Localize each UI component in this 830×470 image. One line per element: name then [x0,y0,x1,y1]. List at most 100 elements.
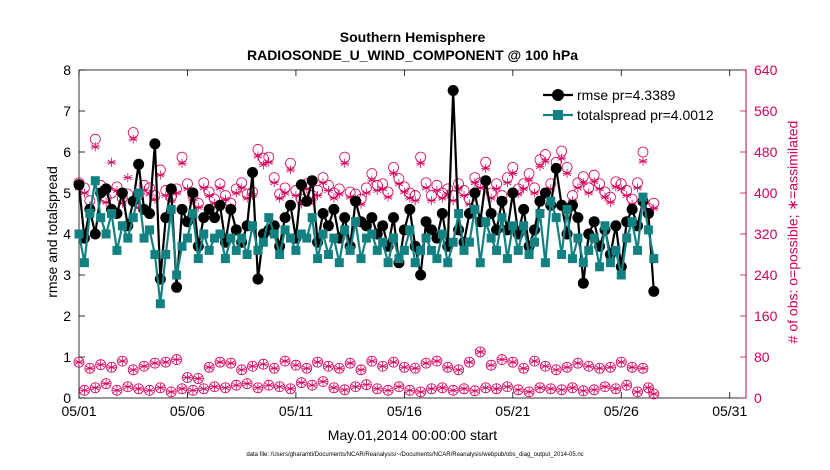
obs-possible-marker [626,361,638,373]
obs-possible-marker [192,373,204,384]
obs-assimilated-marker [128,365,138,375]
obs-assimilated-marker [280,188,290,198]
obs-assimilated-marker [177,384,187,394]
obs-possible-marker [127,364,139,376]
obs-possible-marker [247,360,258,372]
obs-assimilated-marker [237,365,247,375]
obs-assimilated-marker [361,188,371,198]
obs-assimilated-marker [378,184,388,194]
chart-title-line-1: Southern Hemisphere [339,29,486,45]
rmse-point [133,158,145,170]
obs-assimilated-marker [405,385,415,395]
obs-possible-marker [301,362,313,374]
rmse-point [377,220,389,232]
obs-assimilated-marker [172,355,182,365]
totalspread-point [519,221,529,231]
obs-assimilated-marker [622,191,632,201]
obs-assimilated-marker [611,182,621,192]
totalspread-point [459,245,469,255]
legend-totalspread-label: totalspread pr=4.0012 [577,107,714,123]
obs-assimilated-marker [616,357,626,367]
obs-assimilated-marker [318,377,328,387]
totalspread-point [128,213,138,223]
obs-possible-marker [545,383,557,395]
y-tick-label-right: 400 [754,185,778,201]
totalspread-point [421,233,431,243]
totalspread-point [432,254,442,264]
totalspread-point [323,250,333,259]
obs-assimilated-marker [280,356,290,366]
obs-assimilated-marker [177,158,187,168]
obs-assimilated-marker [530,188,540,198]
rmse-point [284,199,296,211]
totalspread-point [616,270,626,280]
obs-assimilated-marker [519,184,529,194]
rmse-point [425,224,437,236]
rmse-point [143,208,155,219]
obs-assimilated-marker [188,385,198,395]
rmse-point [116,187,128,199]
totalspread-point [405,225,415,235]
obs-assimilated-marker [144,385,154,395]
y-tick-label-left: 2 [63,308,71,324]
totalspread-point [193,254,203,264]
data-file-footnote: data file: /Users/gharamti/Documents/NCA… [246,452,584,458]
obs-assimilated-marker [139,361,149,371]
totalspread-point [481,217,491,227]
rmse-point [415,269,427,281]
obs-possible-marker [594,362,605,374]
rmse-point [534,195,546,207]
obs-possible-marker [637,146,649,158]
totalspread-point [508,221,518,231]
obs-possible-marker [469,385,481,397]
obs-assimilated-marker [481,163,491,173]
x-tick-label: 05/26 [604,403,639,419]
obs-assimilated-marker [345,358,355,368]
rmse-point [610,220,622,232]
obs-assimilated-marker [492,184,502,194]
obs-assimilated-marker [432,185,442,195]
totalspread-point [535,209,545,218]
totalspread-point [123,233,133,243]
obs-possible-marker [583,360,595,372]
obs-assimilated-marker [595,184,605,194]
totalspread-point [416,245,426,255]
obs-assimilated-marker [117,356,127,366]
obs-possible-marker [355,364,367,376]
obs-assimilated-marker [367,175,377,185]
totalspread-point [627,217,637,227]
totalspread-point [280,225,290,235]
totalspread-point [258,237,268,247]
obs-assimilated-marker [524,175,534,185]
obs-assimilated-marker [253,383,263,393]
obs-assimilated-marker [513,385,523,395]
x-tick-label: 05/11 [279,403,313,419]
obs-assimilated-marker [600,382,610,392]
obs-possible-marker [111,384,123,396]
obs-assimilated-marker [540,361,550,371]
obs-assimilated-marker [627,362,637,372]
obs-assimilated-marker [399,362,409,372]
obs-assimilated-marker [123,173,133,183]
obs-possible-marker [317,376,329,388]
obs-assimilated-marker [264,380,274,390]
obs-assimilated-marker [584,361,594,371]
obs-assimilated-marker [605,362,615,372]
obs-assimilated-marker [416,387,426,397]
rmse-point [100,183,112,195]
obs-assimilated-marker [340,385,350,395]
rmse-point [626,203,638,215]
rmse-point [160,212,172,224]
obs-assimilated-marker [573,358,583,368]
obs-possible-marker [534,382,546,394]
obs-possible-marker [388,356,399,368]
totalspread-point [437,229,447,239]
obs-assimilated-marker [291,360,301,370]
legend-rmse-marker [552,89,564,101]
totalspread-point [226,233,236,243]
totalspread-point [101,229,111,239]
obs-assimilated-marker [638,156,648,166]
obs-possible-marker [323,360,334,372]
totalspread-point [513,245,523,255]
obs-assimilated-marker [378,361,388,371]
